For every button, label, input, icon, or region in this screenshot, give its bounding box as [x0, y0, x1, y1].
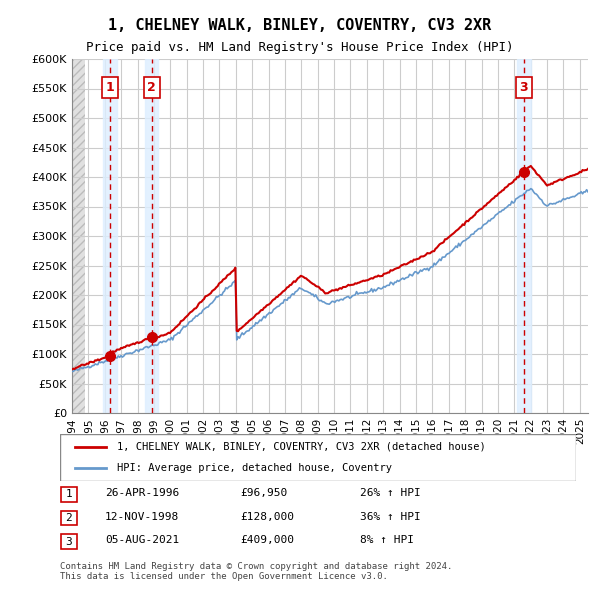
FancyBboxPatch shape [61, 534, 77, 549]
Text: 8% ↑ HPI: 8% ↑ HPI [360, 536, 414, 545]
Bar [103, 59, 116, 413]
Text: Price paid vs. HM Land Registry's House Price Index (HPI): Price paid vs. HM Land Registry's House … [86, 41, 514, 54]
Text: 26-APR-1996: 26-APR-1996 [105, 489, 179, 498]
Text: 3: 3 [65, 537, 73, 546]
Text: 36% ↑ HPI: 36% ↑ HPI [360, 512, 421, 522]
Text: 12-NOV-1998: 12-NOV-1998 [105, 512, 179, 522]
Bar [72, 59, 85, 413]
FancyBboxPatch shape [61, 510, 77, 526]
Text: £128,000: £128,000 [240, 512, 294, 522]
Text: 26% ↑ HPI: 26% ↑ HPI [360, 489, 421, 498]
Text: 2: 2 [65, 513, 73, 523]
Text: 1: 1 [65, 490, 73, 499]
Bar [517, 59, 530, 413]
Text: 2: 2 [148, 81, 156, 94]
Text: Contains HM Land Registry data © Crown copyright and database right 2024.
This d: Contains HM Land Registry data © Crown c… [60, 562, 452, 581]
Text: £409,000: £409,000 [240, 536, 294, 545]
FancyBboxPatch shape [60, 434, 576, 481]
Text: £96,950: £96,950 [240, 489, 287, 498]
Bar [72, 59, 85, 413]
Text: 1, CHELNEY WALK, BINLEY, COVENTRY, CV3 2XR (detached house): 1, CHELNEY WALK, BINLEY, COVENTRY, CV3 2… [117, 442, 485, 452]
Text: 1: 1 [106, 81, 115, 94]
Text: HPI: Average price, detached house, Coventry: HPI: Average price, detached house, Cove… [117, 463, 392, 473]
Bar [145, 59, 158, 413]
FancyBboxPatch shape [61, 487, 77, 502]
Text: 3: 3 [520, 81, 528, 94]
Text: 05-AUG-2021: 05-AUG-2021 [105, 536, 179, 545]
Text: 1, CHELNEY WALK, BINLEY, COVENTRY, CV3 2XR: 1, CHELNEY WALK, BINLEY, COVENTRY, CV3 2… [109, 18, 491, 32]
